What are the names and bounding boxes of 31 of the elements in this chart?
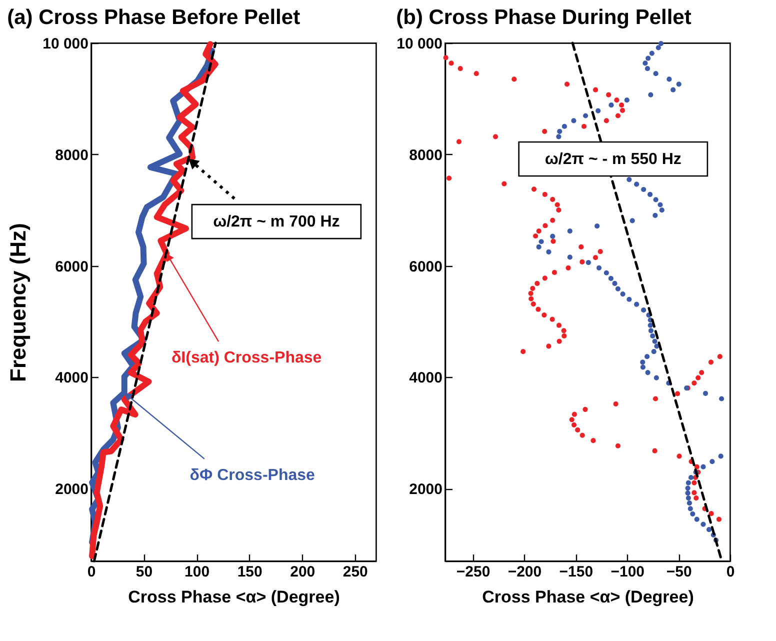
y-tick-label: 2000 [409,481,442,498]
x-axis-title: Cross Phase <α> (Degree) [128,588,340,606]
y-tick-label: 10 000 [396,36,442,52]
text: δΦ Cross-Phase [190,466,316,484]
x-tick-label: −150 [559,564,594,580]
x-axis-title: Cross Phase <α> (Degree) [482,588,694,606]
annotation: ω/2π ~ - m 550 Hz [544,151,682,168]
y-tick-label: 10 000 [42,36,88,52]
annotation: ω/2π ~ m 700 Hz [213,214,340,231]
x-tick-label: 0 [726,564,735,580]
x-tick-label: −200 [508,564,542,580]
x-tick-label: 100 [184,564,210,580]
x-tick-label: 150 [237,564,262,580]
y-tick-label: 2000 [55,481,88,498]
y-tick-label: 4000 [409,370,442,387]
y-tick-label: 8000 [409,146,442,164]
x-tick-label: 250 [342,564,368,580]
x-tick-label: 0 [87,564,96,580]
chart-title: (b) Cross Phase During Pellet [396,6,692,29]
y-tick-label: 6000 [55,258,88,276]
y-axis-title: Frequency (Hz) [6,223,31,382]
x-tick-label: −100 [610,564,645,580]
x-tick-label: −250 [456,564,490,580]
x-tick-label: 200 [290,564,316,580]
y-tick-label: 8000 [55,146,88,164]
x-tick-label: −50 [666,564,692,580]
y-tick-label: 6000 [409,258,442,276]
y-tick-label: 4000 [55,370,88,387]
x-tick-label: 50 [136,564,153,580]
series-label: δI(sat) Cross-Phase [171,350,322,367]
chart-title: (a) Cross Phase Before Pellet [7,6,300,29]
